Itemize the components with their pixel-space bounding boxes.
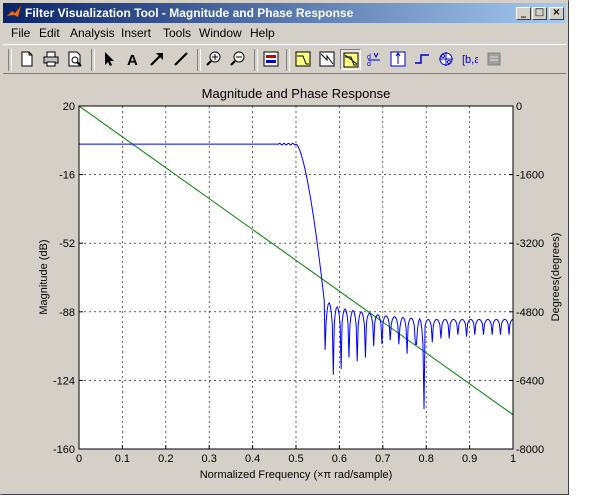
x-tick-label: 0.9 bbox=[462, 453, 477, 465]
toolbar-grip[interactable] bbox=[8, 49, 12, 71]
y2-tick-label: -4800 bbox=[516, 307, 544, 319]
y2-tick-label: -1600 bbox=[516, 170, 544, 182]
window-title: Filter Visualization Tool - Magnitude an… bbox=[25, 6, 354, 20]
menu-analysis[interactable]: Analysis bbox=[70, 26, 115, 40]
y-tick-label: -124 bbox=[53, 375, 75, 387]
x-tick-label: 0.7 bbox=[375, 453, 390, 465]
x-tick-label: 0.8 bbox=[419, 453, 434, 465]
toolbar-separator bbox=[254, 49, 258, 71]
y-tick-label: -16 bbox=[59, 170, 75, 182]
info-icon[interactable] bbox=[484, 49, 505, 70]
arrow-icon[interactable] bbox=[99, 49, 120, 70]
x-tick-label: 0.4 bbox=[245, 453, 260, 465]
pole-zero-icon[interactable] bbox=[436, 49, 457, 70]
y-tick-label: -160 bbox=[53, 444, 75, 456]
x-tick-label: 0.3 bbox=[202, 453, 217, 465]
y2-axis-label: Degrees(degrees) bbox=[550, 233, 562, 322]
x-tick-label: 0.1 bbox=[115, 453, 130, 465]
zoom-in-icon[interactable] bbox=[204, 49, 225, 70]
close-button[interactable]: × bbox=[549, 7, 564, 20]
print-icon[interactable] bbox=[41, 49, 62, 70]
x-axis-label: Normalized Frequency (×π rad/sample) bbox=[200, 469, 393, 481]
svg-text:d: d bbox=[367, 61, 371, 67]
phase-series-line bbox=[78, 105, 514, 416]
matlab-logo-icon bbox=[6, 5, 22, 18]
x-tick-label: 0.6 bbox=[332, 453, 347, 465]
new-icon[interactable] bbox=[17, 49, 38, 70]
magnitude-phase-plot[interactable]: 0 0.1 0.2 0.3 0.4 0.5 0.6 0.7 0.8 0.9 1 20 -16 -52 -88… bbox=[3, 76, 566, 493]
svg-text:d: d bbox=[367, 54, 371, 61]
x-tick-label: 0.5 bbox=[288, 453, 303, 465]
maximize-button[interactable]: □ bbox=[532, 7, 547, 20]
grid-lines bbox=[79, 106, 513, 449]
y2-tick-label: 0 bbox=[516, 101, 522, 113]
y-axis-label: Magnitude (dB) bbox=[38, 239, 50, 314]
y-tick-label: 20 bbox=[63, 101, 75, 113]
minimize-button[interactable]: _ bbox=[516, 7, 531, 20]
plot-border bbox=[78, 105, 514, 450]
menu-file[interactable]: File bbox=[11, 26, 31, 40]
text-icon[interactable]: A bbox=[123, 49, 144, 70]
chart-title: Magnitude and Phase Response bbox=[202, 86, 391, 101]
menu-tools[interactable]: Tools bbox=[163, 26, 192, 40]
zoom-out-icon[interactable] bbox=[228, 49, 249, 70]
menu-help[interactable]: Help bbox=[250, 26, 275, 40]
phase-response-icon[interactable] bbox=[317, 49, 338, 70]
y-tick-label: -88 bbox=[59, 307, 75, 319]
menu-window[interactable]: Window bbox=[199, 26, 242, 40]
arrow-tool-icon[interactable] bbox=[147, 49, 168, 70]
y2-tick-label: -6400 bbox=[516, 375, 544, 387]
menu-insert[interactable]: Insert bbox=[121, 26, 152, 40]
tick-labels: 0 0.1 0.2 0.3 0.4 0.5 0.6 0.7 0.8 0.9 1 20 -16 -52 -88… bbox=[53, 101, 544, 465]
title-bar[interactable]: Filter Visualization Tool - Magnitude an… bbox=[3, 3, 566, 23]
x-tick-label: 0 bbox=[76, 453, 82, 465]
line-icon[interactable] bbox=[171, 49, 192, 70]
menu-edit[interactable]: Edit bbox=[39, 26, 60, 40]
filter-spec-icon[interactable] bbox=[261, 49, 282, 70]
magnitude-response-icon[interactable] bbox=[293, 49, 314, 70]
y2-tick-label: -3200 bbox=[516, 238, 544, 250]
menu-bar: File Edit Analysis Insert Tools Window H… bbox=[3, 24, 566, 43]
y-tick-label: -52 bbox=[59, 238, 75, 250]
x-tick-label: 0.2 bbox=[158, 453, 173, 465]
toolbar-separator bbox=[91, 49, 95, 71]
app-window: Filter Visualization Tool - Magnitude an… bbox=[0, 0, 569, 495]
toolbar-separator bbox=[197, 49, 201, 71]
toolbar-separator bbox=[286, 49, 290, 71]
magnitude-series-line bbox=[79, 142, 514, 409]
x-tick-label: 1 bbox=[510, 453, 516, 465]
coefficients-icon[interactable]: [b,a] bbox=[460, 49, 481, 70]
impulse-response-icon[interactable] bbox=[388, 49, 409, 70]
svg-text:[b,a]: [b,a] bbox=[462, 54, 478, 66]
magnitude-phase-icon[interactable] bbox=[340, 49, 361, 70]
figure-area: 0 0.1 0.2 0.3 0.4 0.5 0.6 0.7 0.8 0.9 1 20 -16 -52 -88… bbox=[3, 76, 566, 493]
svg-text:A: A bbox=[127, 52, 138, 67]
step-response-icon[interactable] bbox=[412, 49, 433, 70]
y2-tick-label: -8000 bbox=[516, 444, 544, 456]
print-preview-icon[interactable] bbox=[65, 49, 86, 70]
